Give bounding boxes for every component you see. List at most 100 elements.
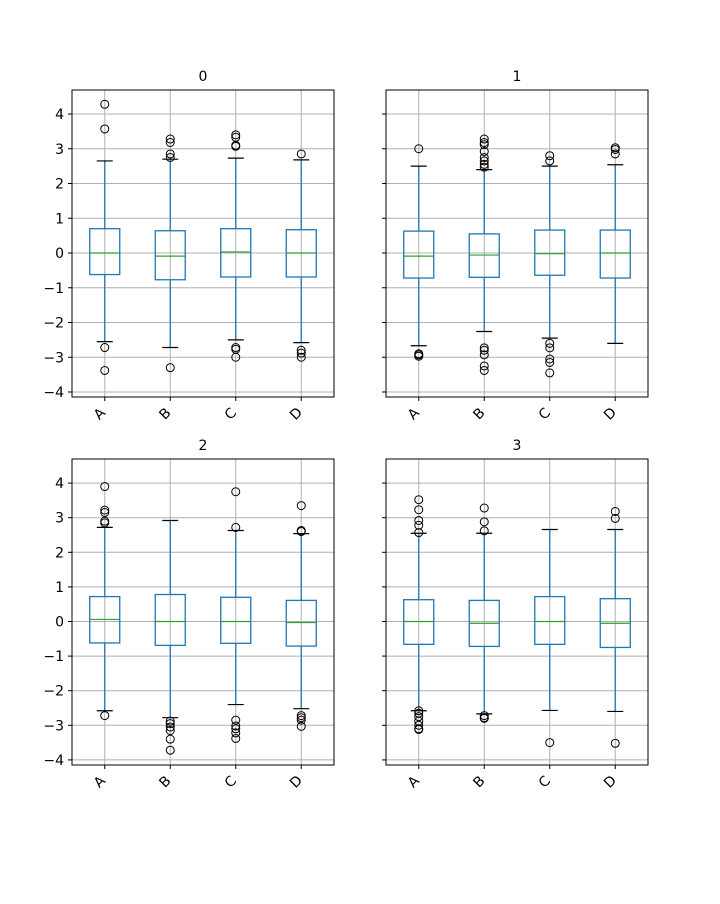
ytick-label: −4 <box>43 753 64 769</box>
outlier-marker <box>479 345 489 355</box>
xtick-label: C <box>536 405 554 423</box>
subplot-3: 3 A B C D <box>382 438 649 792</box>
outlier-marker <box>414 720 424 730</box>
axes-frame <box>71 89 335 398</box>
box-D <box>599 506 631 748</box>
ytick-label: 3 <box>55 511 64 527</box>
outlier-marker <box>610 738 620 748</box>
outlier-marker <box>296 715 306 725</box>
outlier-marker <box>414 515 424 525</box>
xtick-label: B <box>156 773 174 791</box>
outlier-marker <box>165 137 175 147</box>
outlier-marker <box>296 345 306 355</box>
outlier-marker <box>296 721 306 731</box>
outlier-marker <box>479 343 489 353</box>
box-B <box>154 519 186 755</box>
outlier-marker <box>479 361 489 371</box>
iqr-box <box>534 595 566 645</box>
ytick-label: −1 <box>43 281 64 297</box>
ytick-label: −3 <box>43 350 64 366</box>
outlier-marker <box>296 527 306 537</box>
outlier-marker <box>231 715 241 725</box>
box-B <box>468 503 500 723</box>
iqr-box <box>154 593 186 647</box>
iqr-box <box>220 596 252 644</box>
outlier-marker <box>231 721 241 731</box>
outlier-marker <box>100 124 110 134</box>
ytick-label: 0 <box>55 246 64 262</box>
outlier-marker <box>165 725 175 735</box>
outlier-marker <box>231 141 241 151</box>
outlier-marker <box>479 134 489 144</box>
outlier-marker <box>545 151 555 161</box>
xtick-label: D <box>287 405 306 424</box>
xtick-label: C <box>536 773 554 791</box>
outlier-marker <box>414 712 424 722</box>
xtick-label: D <box>287 773 306 792</box>
outlier-marker <box>479 159 489 169</box>
outlier-marker <box>545 156 555 166</box>
xtick-label: C <box>222 773 240 791</box>
outlier-marker <box>610 144 620 154</box>
ytick-label: 3 <box>55 142 64 158</box>
xtick-label: D <box>601 773 620 792</box>
outlier-marker <box>610 506 620 516</box>
outlier-marker <box>414 528 424 538</box>
outlier-marker <box>231 130 241 140</box>
outlier-marker <box>296 149 306 159</box>
outlier-marker <box>165 722 175 732</box>
outlier-marker <box>545 338 555 348</box>
xtick-label: A <box>405 405 423 423</box>
ytick-label: 1 <box>55 211 64 227</box>
outlier-marker <box>100 343 110 353</box>
ytick-label: 4 <box>55 107 64 123</box>
outlier-marker <box>231 733 241 743</box>
box-D <box>285 501 317 731</box>
box-A <box>89 99 121 375</box>
box-A <box>89 482 121 721</box>
outlier-marker <box>165 745 175 755</box>
outlier-marker <box>100 505 110 515</box>
outlier-marker <box>296 713 306 723</box>
outlier-marker <box>100 99 110 109</box>
subplot-title: 0 <box>199 69 208 85</box>
outlier-marker <box>545 738 555 748</box>
subplot-title: 3 <box>513 438 522 454</box>
box-B <box>468 134 500 375</box>
outlier-marker <box>165 734 175 744</box>
subplot-title: 1 <box>513 69 522 85</box>
outlier-marker <box>610 149 620 159</box>
outlier-marker <box>296 711 306 721</box>
axes-frame <box>385 458 649 766</box>
outlier-marker <box>545 368 555 378</box>
outlier-marker <box>479 350 489 360</box>
box-A <box>403 144 435 361</box>
outlier-marker <box>231 487 241 497</box>
outlier-marker <box>165 134 175 144</box>
outlier-marker <box>100 518 110 528</box>
xtick-label: D <box>601 405 620 424</box>
ytick-label: 2 <box>55 545 64 561</box>
ytick-label: −4 <box>43 385 64 401</box>
outlier-marker <box>414 495 424 505</box>
box-D <box>285 149 317 362</box>
ytick-label: −3 <box>43 718 64 734</box>
subplot-0: 0 −4 −3 −2 −1 0 1 2 3 4 A B C D <box>43 69 335 424</box>
outlier-marker <box>610 513 620 523</box>
subplot-title: 2 <box>199 438 208 454</box>
outlier-marker <box>414 144 424 154</box>
xtick-label: B <box>470 773 488 791</box>
outlier-marker <box>100 711 110 721</box>
outlier-marker <box>165 149 175 159</box>
iqr-box <box>220 228 252 278</box>
iqr-box <box>89 228 121 276</box>
outlier-marker <box>414 351 424 361</box>
outlier-marker <box>545 354 555 364</box>
ytick-label: −2 <box>43 316 64 332</box>
outlier-marker <box>296 348 306 358</box>
outlier-marker <box>165 363 175 373</box>
iqr-box <box>154 230 186 281</box>
xtick-label: A <box>91 405 109 423</box>
box-C <box>534 528 566 748</box>
outlier-marker <box>165 719 175 729</box>
